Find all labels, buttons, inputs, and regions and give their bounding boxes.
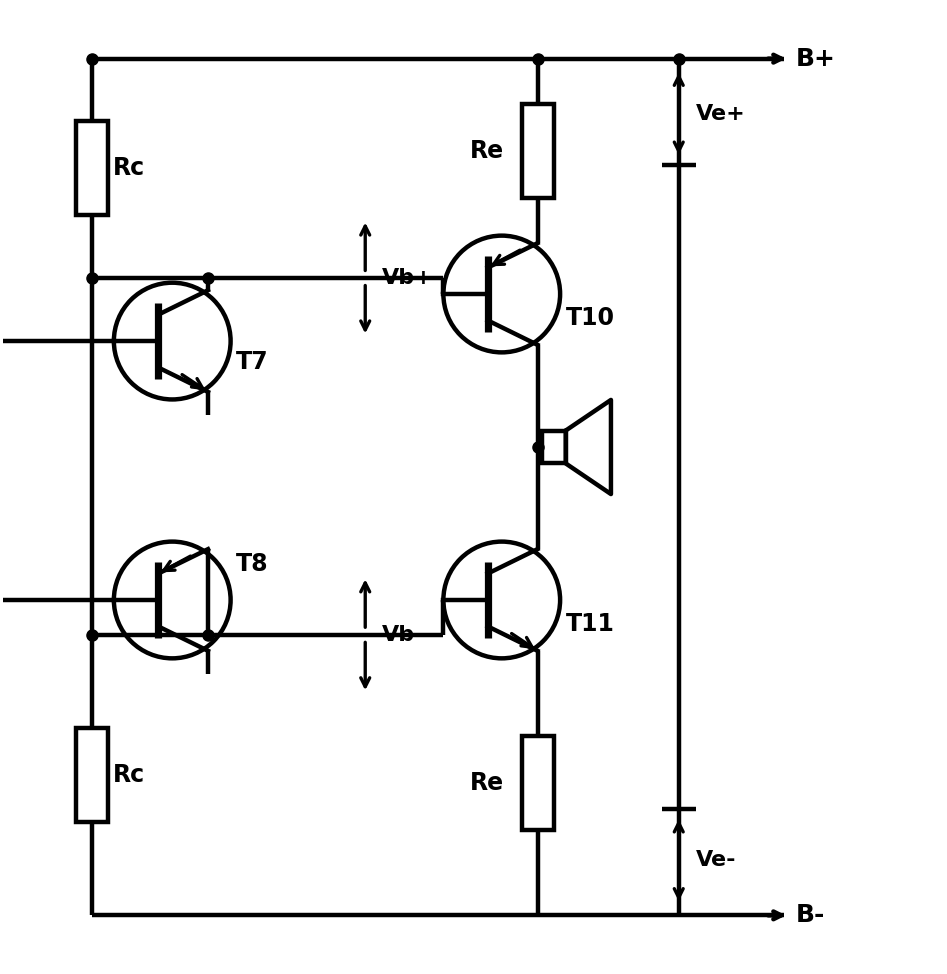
Bar xyxy=(76,121,108,215)
Text: T7: T7 xyxy=(236,350,269,374)
Text: Ve+: Ve+ xyxy=(696,103,745,124)
Text: T10: T10 xyxy=(565,306,615,329)
Text: Rc: Rc xyxy=(113,156,145,180)
Text: Rc: Rc xyxy=(113,763,145,787)
Text: T8: T8 xyxy=(236,552,269,577)
Text: B-: B- xyxy=(795,903,825,927)
Text: Re: Re xyxy=(470,139,504,163)
Bar xyxy=(543,431,565,464)
Text: T11: T11 xyxy=(565,612,615,635)
Text: B+: B+ xyxy=(795,47,835,71)
Text: Re: Re xyxy=(470,771,504,795)
Bar xyxy=(522,736,554,830)
Text: Vb-: Vb- xyxy=(383,624,424,645)
Bar xyxy=(76,728,108,822)
Text: Ve-: Ve- xyxy=(696,850,736,871)
Text: Vb+: Vb+ xyxy=(383,268,434,288)
Bar xyxy=(522,104,554,198)
